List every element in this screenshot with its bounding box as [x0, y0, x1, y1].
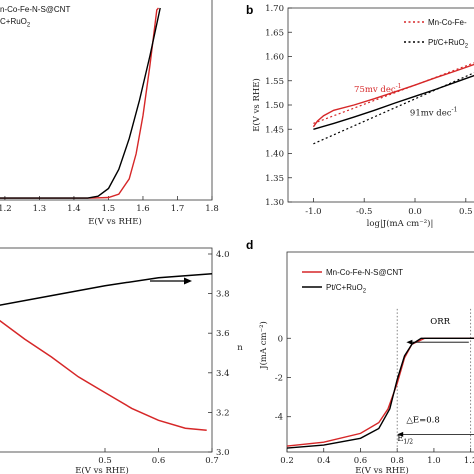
panel-b-annotation-1: 91mv dec-1	[410, 107, 457, 119]
panel-a-xtick-label-2: 1.4	[67, 204, 81, 214]
panel-a-xlabel: E(V vs RHE)	[88, 216, 142, 227]
panel-c-ytick-label-3: 3.6	[216, 329, 230, 339]
panel-b-series-1	[313, 74, 474, 130]
panel-b-annotation-0: 75mv dec-1	[354, 83, 401, 95]
panel-a-xtick-label-1: 1.3	[33, 204, 47, 214]
panel-d-annotation-0: ORR	[430, 317, 450, 327]
panel-c-ylabel-right: n	[237, 343, 243, 353]
panel-a: 1.2 1.3 1.4 1.5 1.6 1.7 1.8 E(V vs RHE) n-Co-Fe-…	[0, 0, 219, 227]
panel-b-annotation-sup-0: -1	[396, 83, 402, 90]
panel-a-xtick-label-5: 1.7	[171, 204, 185, 214]
panel-b-ytick-label-8: 1.70	[265, 4, 284, 14]
panel-c-ytick-label-5: 4.0	[216, 250, 230, 260]
panel-a-legend-sub-1-0: 2	[27, 23, 31, 29]
panel-b-legend-label-0: Mn-Co-Fe-	[428, 18, 467, 27]
panel-c-series-1	[0, 319, 207, 431]
panel-d-annotation-sub-2: 1/2	[403, 439, 413, 446]
panel-c: 3.0 3.2 3.4 3.6 3.8 4.0 0.5 0.6 0.7 E(V vs RHE) n	[0, 247, 243, 474]
panel-b-ytick-label-2: 1.40	[265, 150, 284, 160]
panel-c-ytick-label-1: 3.2	[216, 408, 230, 418]
panel-d-annotation-text-0: ORR	[430, 317, 450, 327]
panel-b-xtick-label-2: 0.0	[408, 207, 422, 217]
panel-b-legend-text-1: Pt/C+RuO	[428, 38, 465, 47]
panel-d-xlabel: E(V vs RHE)	[355, 465, 409, 474]
panel-d-orr-arrow-head	[406, 339, 413, 345]
panel-d-ytick-label-1: -2	[275, 373, 283, 383]
panel-d: 0 -2 -4 0.2 0.4 0.6 0.8 1.0 1.2 E(V vs RHE) J(mA c…	[246, 238, 474, 474]
panel-a-frame	[0, 0, 213, 201]
panel-c-ytick-label-2: 3.4	[216, 369, 230, 379]
panel-b-ytick-label-1: 1.35	[265, 174, 284, 184]
panel-d-annotation-2: E1/2	[397, 434, 413, 446]
panel-b-xtick-label-3: 0.5	[459, 207, 473, 217]
panel-d-ytick-label-0: 0	[278, 334, 283, 344]
panel-d-letter: d	[246, 238, 253, 252]
panel-b-ytick-label-3: 1.45	[265, 125, 284, 135]
panel-d-deltae-arrow-head	[397, 431, 404, 437]
panel-b-ytick-label-4: 1.50	[265, 101, 284, 111]
panel-d-ylabel: J(mA cm⁻²)	[258, 321, 269, 370]
panel-d-xtick-label-5: 1.2	[464, 456, 474, 466]
panel-b-ytick-label-7: 1.65	[265, 28, 284, 38]
panel-a-xtick-label-4: 1.6	[136, 204, 150, 214]
panel-a-legend-text-0: n-Co-Fe-N-S@CNT	[0, 5, 70, 14]
panel-d-annotation-text-1: △E=0.8	[406, 416, 439, 426]
panel-c-xtick-label-1: 0.6	[152, 456, 166, 466]
panel-b-annotation-sup-1: -1	[452, 107, 458, 114]
panel-d-xtick-label-3: 0.8	[390, 456, 404, 466]
panel-a-legend-label-1: C+RuO2	[0, 17, 31, 29]
panel-b-ytick-label-5: 1.55	[265, 77, 284, 87]
panel-b-annotation-text-0: 75mv dec	[354, 85, 396, 95]
panel-c-series-0	[0, 273, 213, 306]
panel-b-ylabel: E(V vs RHE)	[251, 78, 262, 132]
panel-b-legend-text-0: Mn-Co-Fe-	[428, 18, 467, 27]
panel-b-legend-sub-1-0: 2	[465, 44, 469, 50]
panel-d-frame	[286, 251, 474, 453]
panel-c-ytick-label-4: 3.8	[216, 290, 230, 300]
panel-d-legend-text-1: Pt/C+RuO	[326, 283, 363, 292]
panel-b-ytick-label-0: 1.30	[265, 198, 284, 208]
panel-a-series-1	[0, 7, 161, 199]
panel-a-legend-text-1: C+RuO	[0, 17, 27, 26]
panel-d-legend-text-0: Mn-Co-Fe-N-S@CNT	[326, 268, 403, 277]
panel-c-xtick-label-0: 0.5	[98, 456, 112, 466]
panel-c-xtick-label-2: 0.7	[205, 456, 219, 466]
panel-c-ytick-label-0: 3.0	[216, 448, 230, 458]
panel-a-xtick-label-6: 1.8	[205, 204, 219, 214]
panel-c-arrow-head	[184, 277, 192, 285]
panel-b-ytick-label-6: 1.60	[265, 53, 284, 63]
panel-a-series-0	[0, 7, 160, 199]
panel-d-xtick-label-4: 1.0	[427, 456, 441, 466]
panel-d-annotation-text-2: E	[397, 434, 403, 444]
panel-d-xtick-label-0: 0.2	[280, 456, 294, 466]
panel-d-annotation-1: △E=0.8	[406, 416, 439, 426]
panel-d-series-1	[286, 337, 474, 449]
panel-b-letter: b	[246, 3, 253, 17]
panel-b-series-0	[312, 63, 474, 128]
panel-d-xtick-label-2: 0.6	[354, 456, 368, 466]
panel-d-ytick-label-2: -4	[275, 413, 283, 423]
panel-a-xtick-label-3: 1.5	[102, 204, 116, 214]
panel-c-xlabel: E(V vs RHE)	[75, 465, 129, 474]
panel-b-legend-label-1: Pt/C+RuO2	[428, 38, 469, 50]
panel-b-annotation-text-1: 91mv dec	[410, 109, 452, 119]
panel-b-xtick-label-1: -0.5	[356, 207, 372, 217]
panel-a-xtick-label-0: 1.2	[0, 204, 12, 214]
panel-b-xtick-label-0: -1.0	[305, 207, 321, 217]
panel-d-series-0	[286, 337, 474, 447]
panel-a-legend-label-0: n-Co-Fe-N-S@CNT	[0, 5, 70, 14]
panel-d-legend-label-0: Mn-Co-Fe-N-S@CNT	[326, 268, 403, 277]
panel-b-xlabel: log|J(mA cm⁻²)|	[367, 218, 434, 229]
panel-b-fit-black	[313, 72, 474, 145]
panel-d-xtick-label-1: 0.4	[317, 456, 331, 466]
panel-d-legend-label-1: Pt/C+RuO2	[326, 283, 367, 295]
panel-c-frame	[0, 247, 213, 453]
panel-d-legend-sub-1-0: 2	[363, 289, 367, 295]
panel-b: 1.30 1.35 1.40 1.45 1.50 1.55 1.60 1.65 1.70 -1.0…	[246, 3, 474, 229]
